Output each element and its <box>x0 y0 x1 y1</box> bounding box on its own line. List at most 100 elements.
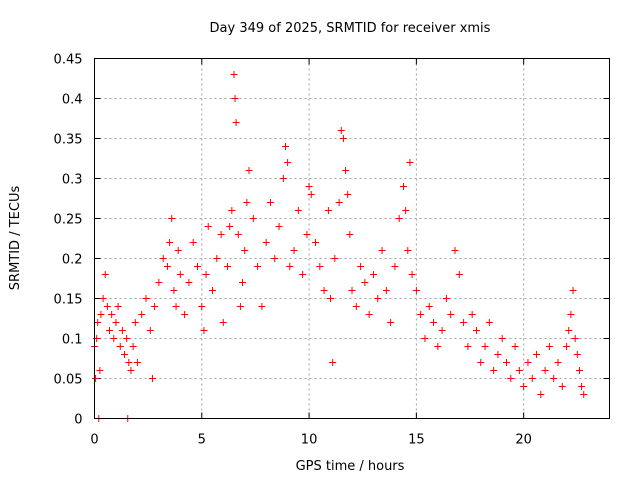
data-point <box>116 343 124 350</box>
data-point <box>101 271 109 278</box>
data-point <box>339 135 347 142</box>
data-point <box>125 359 133 366</box>
data-point <box>97 311 105 318</box>
data-point <box>209 287 217 294</box>
data-point <box>94 319 102 326</box>
data-point <box>185 279 193 286</box>
data-point <box>299 271 307 278</box>
data-point <box>271 255 279 262</box>
data-point <box>200 327 208 334</box>
data-point <box>485 319 493 326</box>
data-point <box>352 303 360 310</box>
data-point <box>391 263 399 270</box>
data-point <box>406 159 414 166</box>
data-point <box>249 215 257 222</box>
y-axis-tick-labels: 0 0.05 0.1 0.15 0.2 0.25 0.3 0.35 0.4 0.45 <box>54 53 83 428</box>
data-point <box>254 263 262 270</box>
data-point <box>520 383 528 390</box>
data-point <box>294 207 302 214</box>
data-point <box>284 159 292 166</box>
data-point <box>275 223 283 230</box>
data-point <box>129 343 137 350</box>
data-point <box>533 351 541 358</box>
x-tick-label: 5 <box>198 433 206 448</box>
data-point <box>537 391 545 398</box>
data-point <box>541 367 549 374</box>
data-point <box>232 119 240 126</box>
x-tick-label: 20 <box>515 433 532 448</box>
data-point <box>348 287 356 294</box>
data-point <box>174 247 182 254</box>
data-point <box>511 343 519 350</box>
y-tick-label: 0.25 <box>54 213 83 228</box>
data-point <box>305 183 313 190</box>
data-point <box>528 375 536 382</box>
data-point <box>438 327 446 334</box>
grid-lines <box>94 58 610 419</box>
data-point <box>344 191 352 198</box>
data-point <box>159 255 167 262</box>
data-point <box>455 271 463 278</box>
data-point <box>258 303 266 310</box>
data-point <box>460 319 468 326</box>
data-point <box>490 367 498 374</box>
data-point <box>468 311 476 318</box>
data-point <box>335 199 343 206</box>
data-point <box>402 207 410 214</box>
data-point <box>498 335 506 342</box>
data-point <box>176 271 184 278</box>
data-point <box>477 359 485 366</box>
data-point <box>228 207 236 214</box>
y-tick-label: 0.4 <box>62 93 83 108</box>
data-point <box>170 287 178 294</box>
data-point <box>189 239 197 246</box>
data-point <box>569 287 577 294</box>
y-tick-label: 0.1 <box>62 333 83 348</box>
data-point <box>131 319 139 326</box>
data-point <box>172 303 180 310</box>
data-point <box>425 303 433 310</box>
data-point <box>155 279 163 286</box>
data-point <box>234 231 242 238</box>
data-point <box>127 367 135 374</box>
data-point <box>168 215 176 222</box>
data-point <box>327 295 335 302</box>
data-point <box>103 303 111 310</box>
data-point <box>573 351 581 358</box>
data-point <box>387 319 395 326</box>
data-point <box>417 311 425 318</box>
data-point <box>266 199 274 206</box>
data-point <box>110 335 118 342</box>
data-point <box>545 343 553 350</box>
data-point <box>378 247 386 254</box>
y-tick-label: 0.45 <box>54 53 83 68</box>
data-point <box>151 303 159 310</box>
data-point <box>464 343 472 350</box>
data-point <box>507 375 515 382</box>
data-point <box>112 319 120 326</box>
data-point <box>331 255 339 262</box>
data-point <box>404 247 412 254</box>
data-point <box>204 223 212 230</box>
data-point <box>382 287 390 294</box>
data-point <box>550 375 558 382</box>
data-point <box>567 311 575 318</box>
data-point <box>434 343 442 350</box>
data-point <box>303 231 311 238</box>
data-point <box>337 127 345 134</box>
data-point <box>106 327 114 334</box>
data-point <box>571 335 579 342</box>
y-tick-label: 0.2 <box>62 253 83 268</box>
data-point <box>217 231 225 238</box>
data-point <box>181 311 189 318</box>
data-point <box>92 375 100 382</box>
data-point <box>148 375 156 382</box>
data-point <box>108 311 116 318</box>
x-tick-label: 0 <box>90 433 98 448</box>
data-point <box>133 359 141 366</box>
data-point <box>357 263 365 270</box>
data-point <box>281 143 289 150</box>
data-point <box>524 359 532 366</box>
y-tick-label: 0.15 <box>54 293 83 308</box>
